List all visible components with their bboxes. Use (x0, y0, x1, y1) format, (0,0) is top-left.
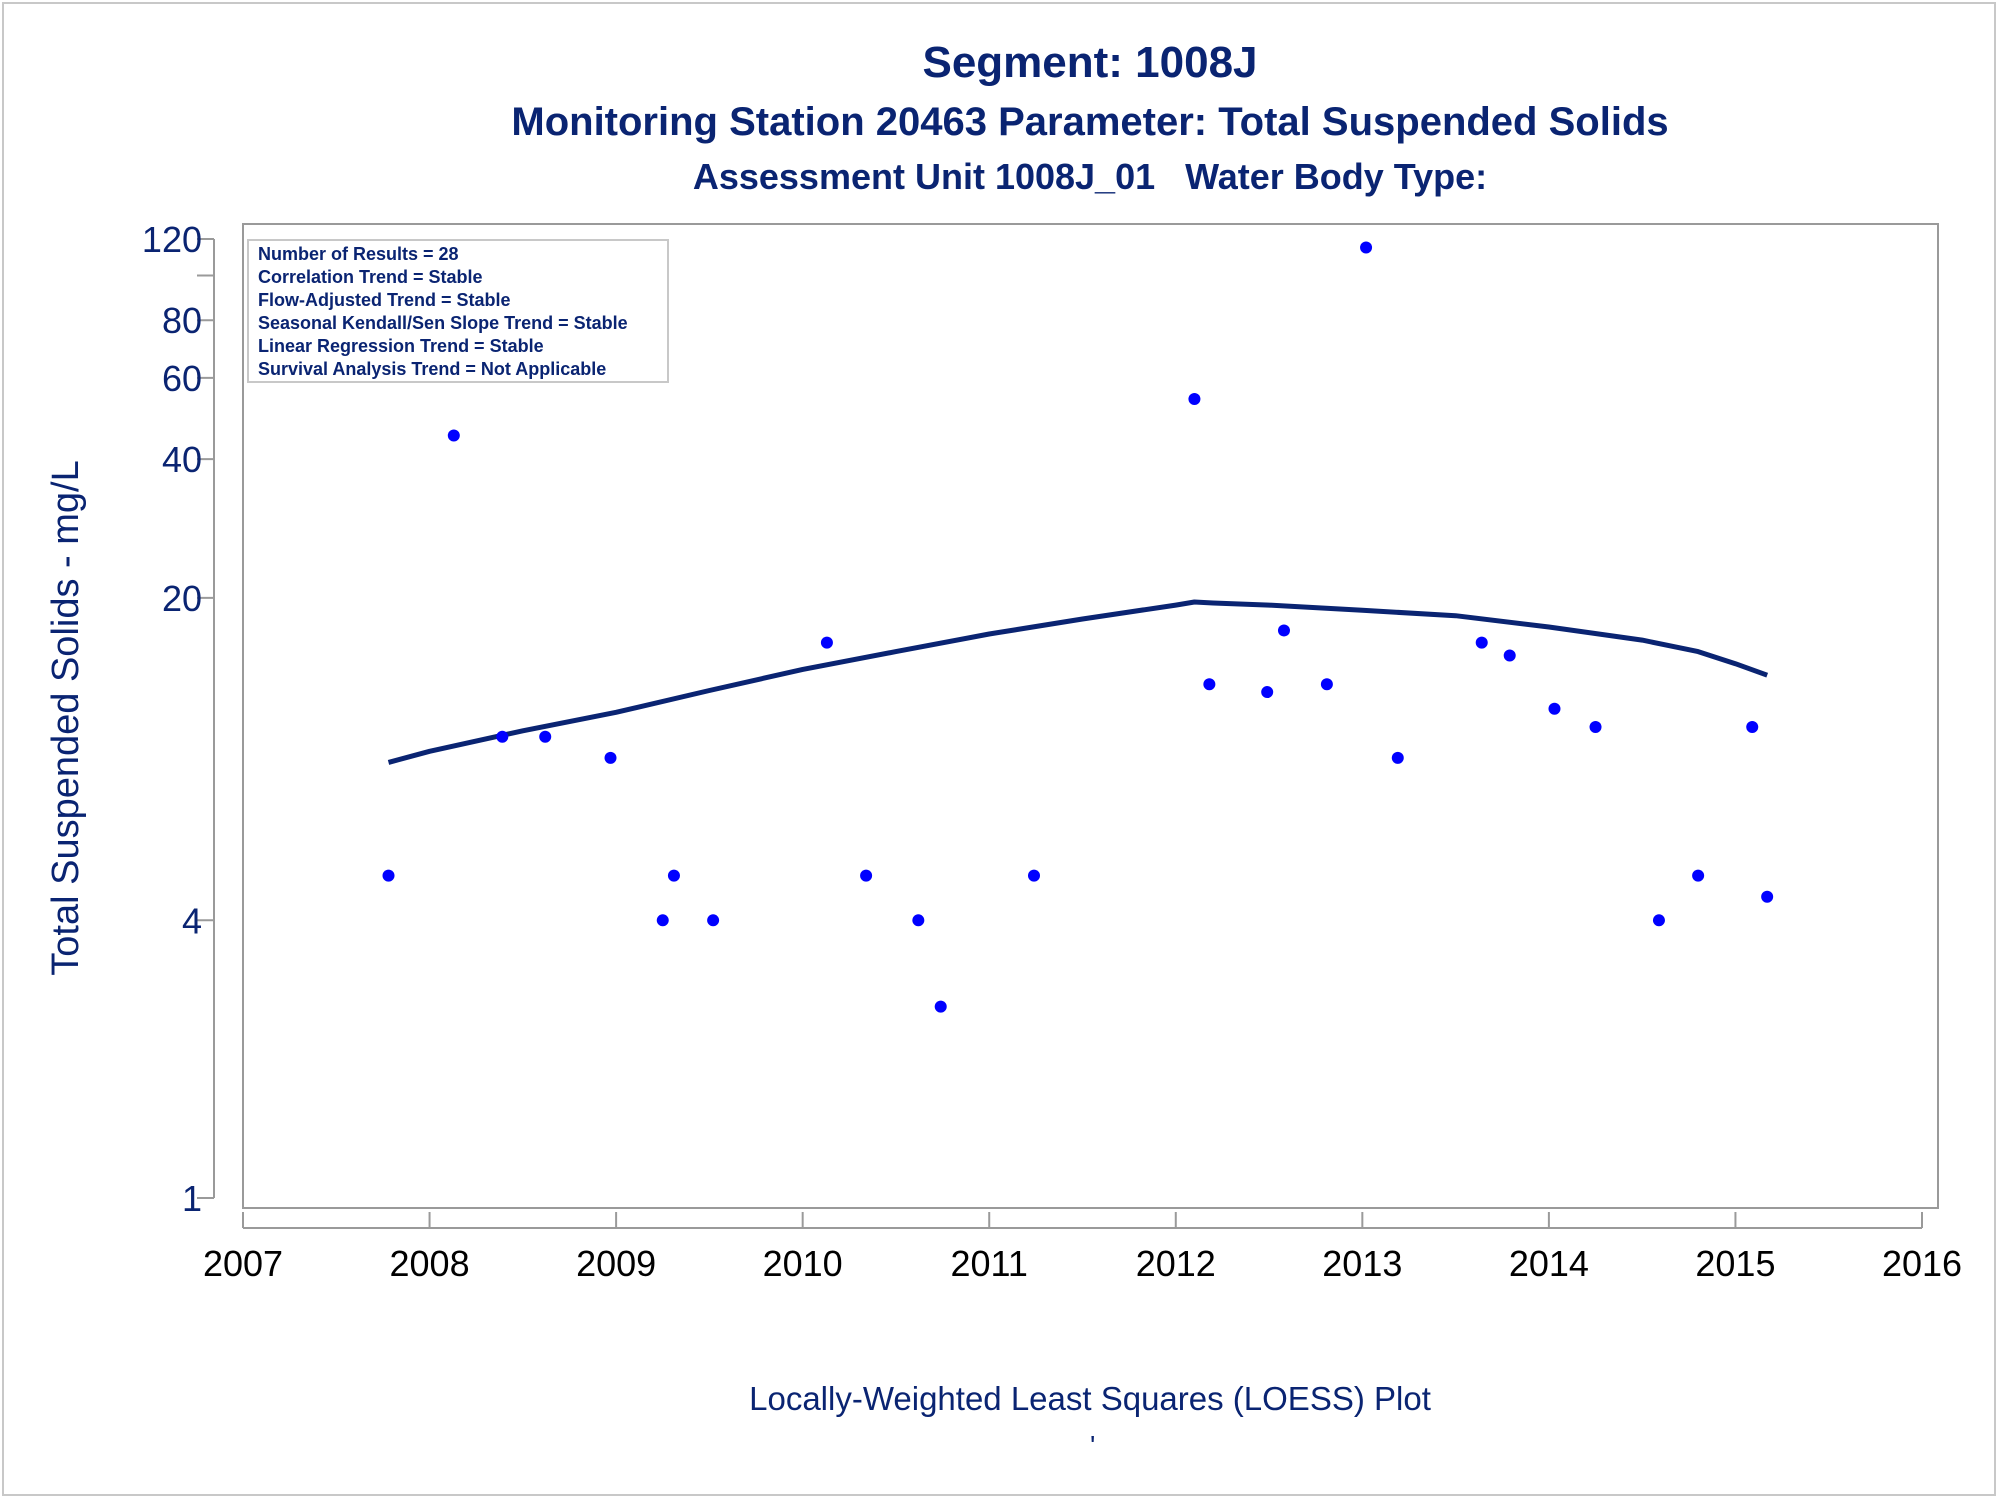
data-point (604, 751, 617, 764)
data-point (1589, 720, 1602, 733)
plot-area (242, 223, 1939, 1209)
data-point (1027, 869, 1040, 882)
x-tick-label: 2014 (1509, 1243, 1589, 1284)
x-tick-label: 2008 (390, 1243, 470, 1284)
data-point (1746, 720, 1759, 733)
data-point (1391, 751, 1404, 764)
data-point (820, 636, 833, 649)
data-point (934, 1000, 947, 1013)
data-point (1277, 624, 1290, 637)
y-tick-label: 60 (162, 358, 202, 399)
chart-subtitle: Monitoring Station 20463 Parameter: Tota… (511, 100, 1669, 144)
data-point (1203, 678, 1216, 691)
data-point (539, 730, 552, 743)
data-point (656, 914, 669, 927)
trend-summary-line: Number of Results = 28 (258, 244, 459, 264)
x-tick-label: 2016 (1882, 1243, 1962, 1284)
plot-footnote: Locally-Weighted Least Squares (LOESS) P… (749, 1380, 1431, 1417)
trend-summary-line: Seasonal Kendall/Sen Slope Trend = Stabl… (258, 313, 628, 333)
trend-summary-line: Flow-Adjusted Trend = Stable (258, 290, 511, 310)
data-point (1475, 636, 1488, 649)
data-point (1188, 392, 1201, 405)
y-tick-label: 20 (162, 578, 202, 619)
trend-summary-frame (247, 239, 669, 383)
data-point (667, 869, 680, 882)
trend-summary-line: Correlation Trend = Stable (258, 267, 483, 287)
y-tick-label: 4 (182, 900, 202, 941)
y-tick-label: 80 (162, 300, 202, 341)
y-tick-label: 120 (142, 219, 202, 260)
y-axis-label: Total Suspended Solids - mg/L (45, 460, 87, 975)
y-tick-label: 1 (182, 1178, 202, 1219)
trend-summary-line: Linear Regression Trend = Stable (258, 336, 544, 356)
data-point (707, 914, 720, 927)
loess-curve (387, 599, 1769, 765)
data-point (1320, 678, 1333, 691)
data-point (496, 730, 509, 743)
x-axis: 2007 2008 2009 2010 2011 2012 2013 2014 2015 2016 (203, 1212, 1962, 1284)
data-point (1360, 241, 1373, 254)
x-tick-label: 2007 (203, 1243, 283, 1284)
data-point (1761, 890, 1774, 903)
data-point (1652, 914, 1665, 927)
chart-title: Segment: 1008J (922, 38, 1258, 87)
chart-subtitle-2: Assessment Unit 1008J_01 Water Body Type… (692, 156, 1488, 197)
trend-summary-box: Number of Results = 28 Correlation Trend … (247, 239, 669, 383)
y-tick-label: 40 (162, 439, 202, 480)
data-point (1548, 702, 1561, 715)
data-point (382, 869, 395, 882)
data-point (447, 429, 460, 442)
x-tick-label: 2015 (1695, 1243, 1775, 1284)
x-tick-label: 2009 (576, 1243, 656, 1284)
data-points (382, 241, 1774, 1013)
x-tick-label: 2013 (1322, 1243, 1402, 1284)
y-axis: 1 4 20 40 60 80 120 (142, 219, 215, 1219)
x-tick-label: 2011 (951, 1243, 1028, 1284)
x-tick-label: 2010 (763, 1243, 843, 1284)
trend-summary-line: Survival Analysis Trend = Not Applicable (258, 359, 606, 379)
data-point (1261, 686, 1274, 699)
x-tick-label: 2012 (1136, 1243, 1216, 1284)
footnote-mark: ' (1090, 1430, 1096, 1461)
data-point (912, 914, 925, 927)
data-point (1692, 869, 1705, 882)
data-point (1503, 649, 1516, 662)
data-point (860, 869, 873, 882)
